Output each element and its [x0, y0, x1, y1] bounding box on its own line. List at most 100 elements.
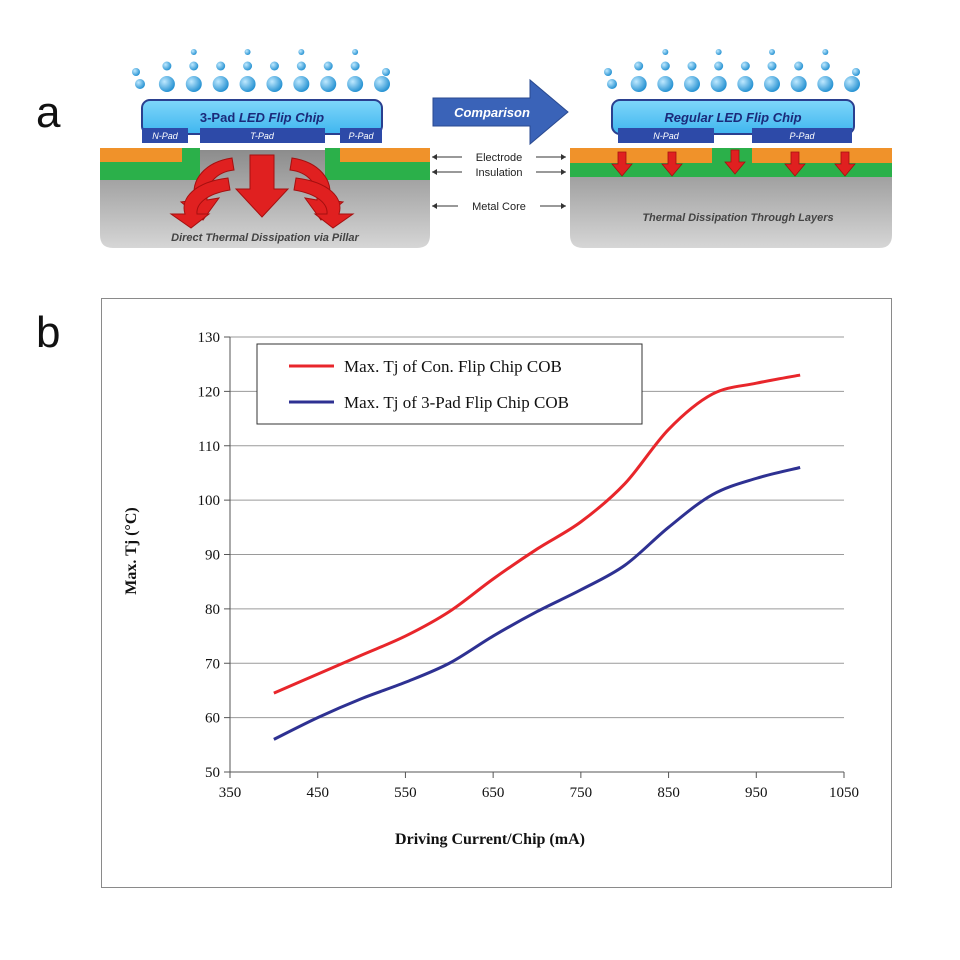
y-tick-label: 80 [205, 602, 220, 618]
y-tick-label: 60 [205, 711, 220, 727]
right-substrate [570, 148, 892, 248]
left-chip-title: 3-Pad LED Flip Chip [200, 110, 324, 125]
x-tick-labels: 350 450 550 650 750 850 950 1050 [219, 785, 859, 801]
chart-gridlines [224, 336, 845, 778]
comparison-arrow: Comparison [432, 78, 569, 146]
droplet-icon [634, 61, 644, 71]
heat-arrow-down-icon [611, 151, 633, 177]
droplet-icon [162, 61, 172, 71]
legend-label-1: Max. Tj of Con. Flip Chip COB [344, 357, 562, 376]
y-tick-label: 100 [198, 493, 221, 509]
right-p-pad [752, 128, 852, 143]
left-p-pad-label: P-Pad [348, 131, 374, 141]
droplet-icon [604, 68, 612, 76]
series-line-2 [273, 466, 801, 741]
droplet-icon [657, 76, 674, 92]
left-chip-title-bold: 3-Pad [200, 110, 235, 125]
droplet-icon [737, 76, 754, 92]
light-emission-droplets-right [604, 49, 860, 92]
x-tick-label: 350 [219, 785, 242, 801]
droplet-icon [382, 68, 390, 76]
chart-frame: 50 60 70 80 90 100 110 120 130 350 450 550 650 750 85… [101, 298, 892, 888]
droplet-icon [212, 76, 229, 92]
droplet-icon [684, 76, 700, 92]
y-tick-labels: 50 60 70 80 90 100 110 120 130 [198, 330, 221, 781]
left-chip-title-italic: LED Flip Chip [239, 110, 324, 125]
left-electrode-2 [340, 148, 430, 162]
metal-core-label: Metal Core [472, 201, 526, 213]
droplet-icon [607, 79, 617, 89]
droplet-icon [374, 76, 390, 92]
droplet-icon [296, 61, 306, 71]
droplet-icon [660, 61, 670, 71]
chart-series [273, 373, 801, 741]
right-heat-arrows [611, 149, 856, 177]
heat-arrow-down-icon [661, 151, 683, 177]
x-tick-label: 950 [745, 785, 768, 801]
left-n-pad-label: N-Pad [152, 131, 179, 141]
series-line-1 [273, 373, 801, 695]
droplet-icon [216, 61, 226, 71]
thermal-dissipation-diagram: 3-Pad LED Flip Chip N-Pad T-Pad P-Pad Di… [100, 49, 892, 248]
x-tick-label: 1050 [829, 785, 859, 801]
heat-arrow-left-lower-icon [169, 177, 231, 229]
right-electrode-1 [570, 148, 712, 163]
droplet-icon [740, 61, 750, 71]
comparison-arrow-icon [432, 78, 569, 146]
droplet-icon [794, 61, 804, 71]
left-chip: 3-Pad LED Flip Chip N-Pad T-Pad P-Pad [141, 99, 383, 143]
droplet-icon [822, 49, 829, 55]
droplet-icon [243, 61, 253, 71]
panel-label-a: a [36, 88, 61, 137]
left-heat-arrows [169, 154, 355, 229]
left-insulation-wall-1 [182, 148, 200, 168]
left-insulation-wall-2 [325, 148, 340, 168]
droplet-icon [132, 68, 140, 76]
droplet-icon [662, 49, 669, 55]
left-electrode-1 [100, 148, 182, 162]
droplet-icon [769, 49, 775, 55]
droplet-icon [347, 76, 364, 92]
left-t-pad [200, 128, 325, 143]
left-t-pad-label: T-Pad [250, 131, 275, 141]
left-n-pad [142, 128, 188, 143]
droplet-icon [817, 76, 834, 92]
x-axis-label: Driving Current/Chip (mA) [395, 831, 585, 848]
droplet-icon [820, 61, 830, 71]
panel-label-b: b [36, 308, 61, 357]
droplet-icon [269, 61, 279, 71]
insulation-label: Insulation [475, 167, 522, 179]
droplet-icon [352, 49, 359, 55]
x-tick-label: 450 [306, 785, 329, 801]
line-chart: 50 60 70 80 90 100 110 120 130 350 450 550 650 750 85… [123, 330, 859, 848]
heat-arrow-down-icon [834, 151, 856, 177]
left-insulation-1 [100, 160, 200, 180]
right-caption: Thermal Dissipation Through Layers [642, 212, 833, 224]
heat-arrow-down-icon [784, 151, 806, 177]
right-chip-title: Regular LED Flip Chip [664, 110, 801, 125]
droplet-icon [266, 76, 283, 92]
y-axis-label: Max. Tj (°C) [123, 507, 140, 594]
droplet-icon [767, 61, 777, 71]
droplet-icon [790, 76, 807, 92]
electrode-label: Electrode [476, 152, 522, 164]
x-tick-label: 550 [394, 785, 417, 801]
right-n-pad-label: N-Pad [653, 131, 680, 141]
right-n-pad [618, 128, 714, 143]
right-chip-body [611, 99, 855, 135]
droplet-icon [715, 49, 722, 55]
droplet-icon [298, 49, 305, 55]
y-tick-label: 90 [205, 548, 220, 564]
droplet-icon [293, 76, 310, 92]
heat-arrow-down-icon [234, 154, 290, 218]
droplet-icon [350, 61, 360, 71]
left-insulation-2 [325, 160, 430, 180]
legend-label-2: Max. Tj of 3-Pad Flip Chip COB [344, 393, 569, 412]
droplet-icon [135, 79, 145, 89]
y-tick-label: 70 [205, 656, 220, 672]
droplet-icon [239, 76, 256, 92]
y-tick-label: 130 [198, 330, 221, 346]
heat-arrow-down-icon [724, 149, 746, 175]
droplet-icon [190, 49, 197, 55]
chart-axes [229, 337, 844, 773]
